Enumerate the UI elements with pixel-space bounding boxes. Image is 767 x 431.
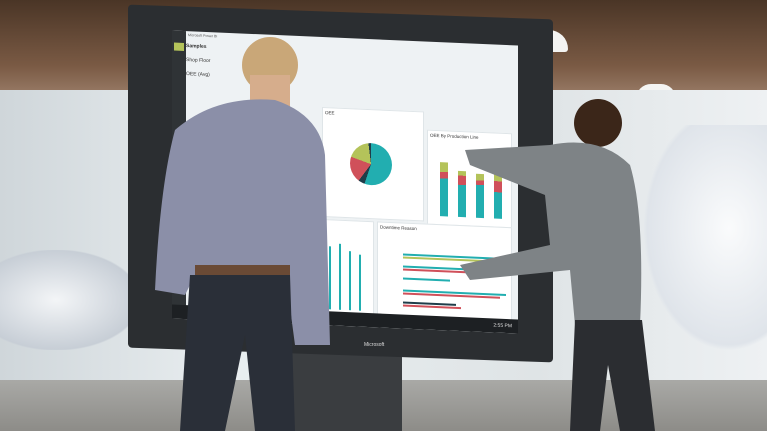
bar (339, 243, 341, 310)
man-in-checked-shirt (155, 37, 330, 431)
device-brand-logo: Microsoft (364, 342, 385, 348)
bar (359, 254, 361, 311)
column-bars (329, 239, 369, 311)
tile-title: OEE (325, 110, 335, 116)
bar (349, 250, 351, 311)
man-in-gray-shirt (460, 99, 655, 431)
airplane-left (0, 250, 140, 350)
airplane-right (640, 125, 767, 355)
hub-stand (292, 352, 402, 431)
